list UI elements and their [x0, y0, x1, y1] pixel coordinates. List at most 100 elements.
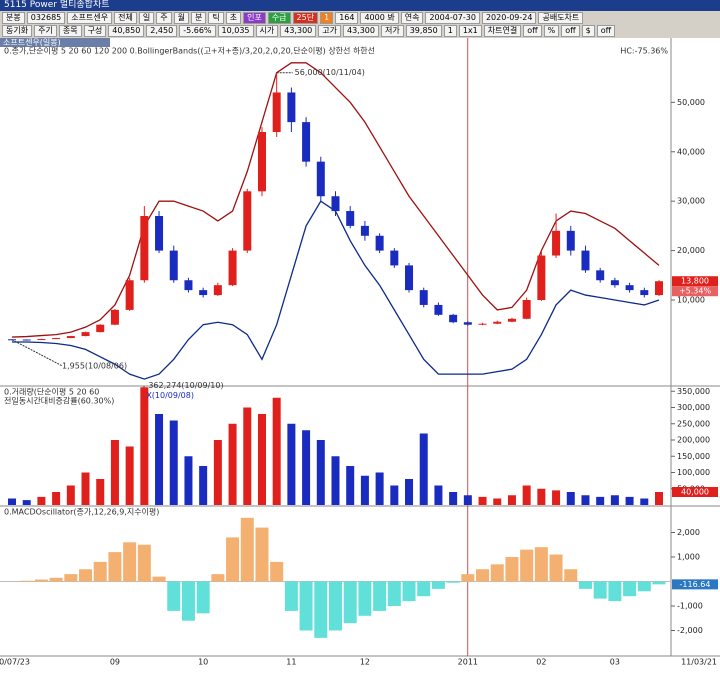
toolbar-item[interactable]: off [523, 24, 542, 37]
x-tick-label: 03 [610, 658, 620, 667]
toolbar-item[interactable]: 1 [320, 11, 334, 24]
annotation: 362,274(10/09/10) [148, 381, 223, 390]
toolbar-item[interactable]: 10,035 [217, 24, 254, 37]
oscillator-bar [520, 549, 534, 582]
oscillator-bar [387, 581, 401, 606]
toolbar-item[interactable]: 39,850 [405, 24, 442, 37]
toolbar-item[interactable]: 2004-07-30 [425, 11, 480, 24]
toolbar-item[interactable]: 동기화 [2, 24, 33, 37]
volume-bar [405, 479, 414, 505]
toolbar-item[interactable]: 분 [190, 11, 207, 24]
volume-bar [552, 490, 561, 505]
toolbar-item[interactable]: 수급 [267, 11, 291, 24]
toolbar-item[interactable]: 43,300 [342, 24, 379, 37]
candle-body [22, 339, 31, 341]
candle-body [419, 290, 428, 305]
candle-body [596, 270, 605, 281]
x-tick-label: 2011 [458, 658, 478, 667]
band-line [11, 62, 660, 338]
toolbar-item[interactable]: 구성 [83, 24, 107, 37]
oscillator-bar [123, 542, 137, 582]
candle-body [537, 255, 546, 300]
volume-bar [52, 492, 61, 505]
toolbar-item[interactable]: 43,300 [280, 24, 317, 37]
oscillator-bar [623, 581, 637, 597]
candle-body [169, 250, 178, 281]
x-tick-label: 11/03/21 [681, 658, 717, 667]
candle-body [140, 216, 149, 281]
toolbar-item[interactable]: 분봉 [2, 11, 25, 24]
toolbar-item[interactable]: 25단 [292, 11, 319, 24]
toolbar-item[interactable]: 주 [156, 11, 172, 24]
oscillator-bar [431, 581, 445, 589]
toolbar-item[interactable]: 4000 봐 [360, 11, 399, 24]
toolbar-item[interactable]: $ [581, 24, 595, 37]
toolbar-item[interactable]: 초 [225, 11, 242, 24]
oscillator-bar [505, 557, 519, 582]
toolbar-item[interactable]: off [561, 24, 580, 37]
volume-bar [8, 498, 16, 505]
volume-bar [228, 423, 237, 505]
toolbar-item[interactable]: 164 [335, 11, 359, 24]
annotation: 56,000(10/11/04) [295, 68, 365, 77]
y-tick-label: 40,000 [677, 147, 705, 156]
annotation: 1,955(10/08/06) [62, 361, 127, 370]
toolbar-item[interactable]: 032685 [26, 11, 66, 24]
toolbar-item[interactable]: -5.66% [179, 24, 216, 37]
volume-bar [199, 466, 208, 505]
volume-bar [316, 440, 325, 505]
toolbar-item[interactable]: 고가 [318, 24, 341, 37]
oscillator-bar [446, 581, 460, 583]
toolbar-item[interactable]: 인포 [243, 11, 266, 24]
toolbar-item[interactable]: 연속 [400, 11, 424, 24]
toolbar-item[interactable]: 주기 [34, 24, 57, 37]
oscillator-bar [137, 544, 151, 582]
toolbar-item[interactable]: 40,850 [108, 24, 145, 37]
legend: 0.MACDOscillator(종가,12,26,9,지수이평) [4, 507, 159, 517]
toolbar-item[interactable]: off [596, 24, 616, 37]
volume-bar [66, 485, 75, 505]
y-tick-label: 350,000 [677, 387, 710, 396]
volume-bar [507, 495, 516, 505]
last-value-label: -116.64 [680, 580, 711, 589]
oscillator-bar [578, 581, 592, 589]
toolbar-item[interactable]: 소프트센우 [67, 11, 113, 24]
volume-bar [213, 440, 222, 505]
candle-body [96, 324, 105, 333]
oscillator-bar [79, 569, 93, 582]
tab [0, 38, 110, 47]
oscillator-bar [196, 581, 210, 614]
toolbar-item[interactable]: 전체 [114, 11, 137, 24]
y-tick-label: 250,000 [677, 419, 710, 428]
volume-bar [125, 446, 134, 505]
y-tick-label: -2,000 [677, 626, 703, 635]
candle-body [272, 92, 281, 132]
y-tick-label: 200,000 [677, 436, 710, 445]
toolbar-item[interactable]: 저가 [380, 24, 404, 37]
toolbar-item[interactable]: 월 [173, 11, 189, 24]
toolbar-item[interactable]: 시가 [255, 24, 279, 37]
candle-body [493, 321, 502, 324]
toolbar-item[interactable]: 공배도차트 [538, 11, 584, 24]
toolbar-item[interactable]: 2,450 [146, 24, 178, 37]
candle-body [610, 280, 619, 286]
toolbar-item[interactable]: 일 [138, 11, 155, 24]
toolbar-item[interactable]: 차트연결 [483, 24, 522, 37]
y-tick-label: 2,000 [677, 528, 700, 537]
y-tick-label: 30,000 [677, 197, 705, 206]
candle-body [287, 92, 296, 123]
toolbar-item[interactable]: 1 [443, 24, 457, 37]
toolbar-item[interactable]: 틱 [208, 11, 224, 24]
volume-bar [331, 456, 340, 505]
oscillator-bar [549, 554, 563, 582]
volume-bar [37, 496, 46, 505]
toolbar-item[interactable]: 종목 [58, 24, 82, 37]
toolbar-item[interactable]: % [543, 24, 560, 37]
last-value-label: 40,000 [681, 488, 709, 497]
candle-body [257, 132, 266, 192]
oscillator-bar [593, 581, 607, 599]
volume-bar [81, 472, 90, 505]
toolbar-item[interactable]: 1x1 [458, 24, 482, 37]
candle-body [125, 280, 134, 310]
toolbar-item[interactable]: 2020-09-24 [481, 11, 537, 24]
